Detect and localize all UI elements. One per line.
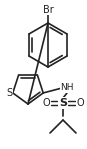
Text: NH: NH <box>60 83 74 93</box>
Text: S: S <box>7 88 13 98</box>
Text: S: S <box>59 98 67 108</box>
Text: O: O <box>76 98 84 108</box>
Text: O: O <box>42 98 50 108</box>
Text: Br: Br <box>43 5 53 15</box>
